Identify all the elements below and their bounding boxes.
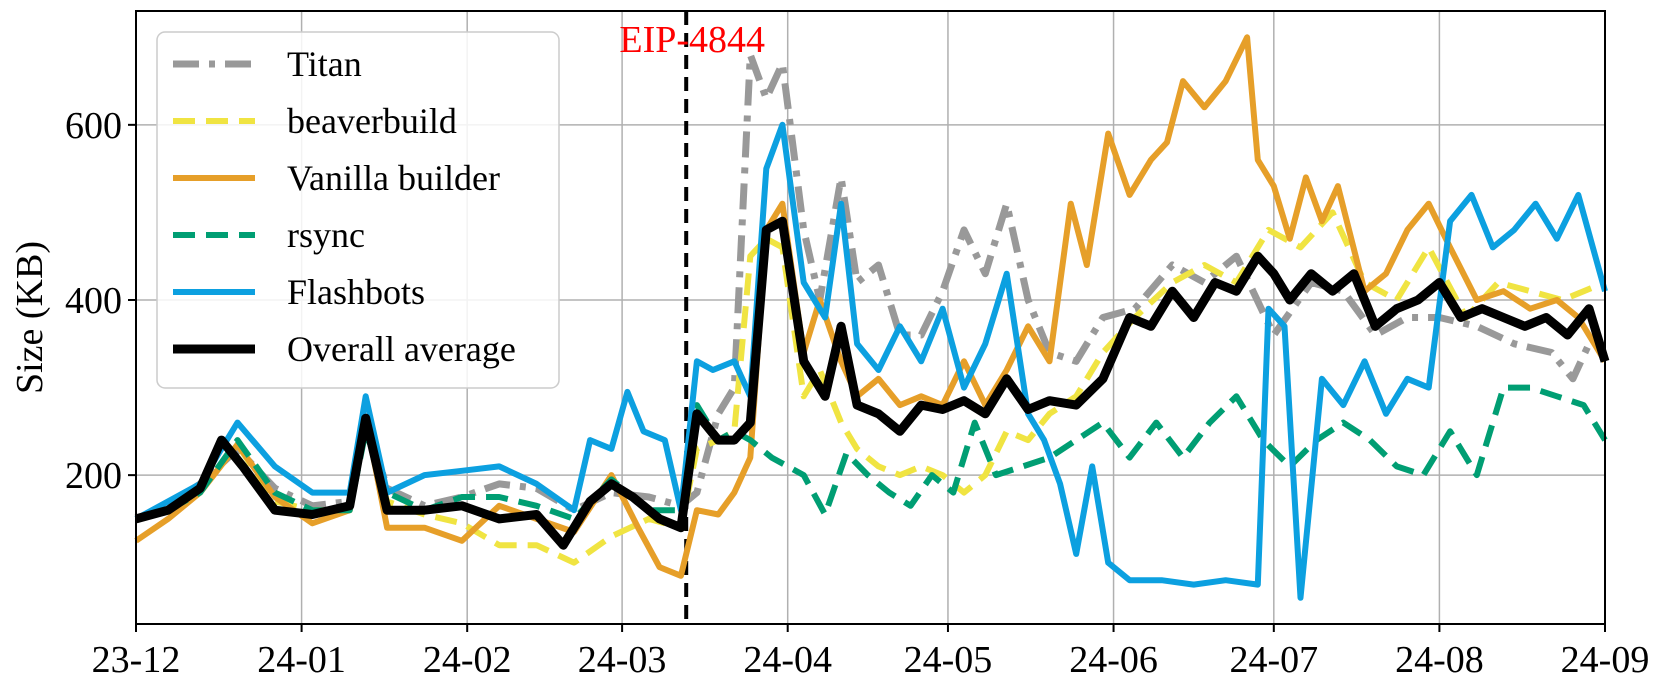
y-axis-label: Size (KB) [9, 241, 51, 394]
y-tick-label: 600 [65, 105, 122, 147]
legend-box [156, 31, 560, 389]
x-tick-label: 24-01 [257, 639, 346, 681]
x-tick-label: 24-03 [578, 639, 667, 681]
x-tick-label: 24-09 [1561, 639, 1650, 681]
series-line [134, 34, 1608, 579]
x-tick-label: 24-07 [1229, 639, 1318, 681]
plot-frame [135, 10, 1606, 625]
x-tick-label: 24-04 [743, 639, 832, 681]
legend-label: Flashbots [287, 272, 425, 312]
legend: Titan beaverbuild Vanilla builder rsync Flas… [156, 31, 560, 389]
eip-4844-label: EIP-4844 [619, 19, 765, 61]
x-axis-ticks: 23-12 24-01 24-02 24-03 24-04 24-05 24-06 24-07… [92, 624, 1650, 681]
x-tick-label: 24-05 [904, 639, 993, 681]
x-tick-label: 24-06 [1069, 639, 1158, 681]
series-line [134, 121, 1608, 601]
legend-label: rsync [287, 215, 365, 255]
series-line [134, 216, 1610, 550]
series-line [134, 51, 1606, 523]
y-tick-label: 400 [65, 280, 122, 322]
legend-label: beaverbuild [287, 101, 457, 141]
x-tick-label: 23-12 [92, 639, 181, 681]
series-lines [134, 34, 1610, 601]
y-tick-label: 200 [65, 455, 122, 497]
x-tick-label: 24-08 [1395, 639, 1484, 681]
x-tick-label: 24-02 [423, 639, 512, 681]
legend-label: Overall average [287, 329, 516, 369]
legend-label: Vanilla builder [287, 158, 500, 198]
legend-label: Titan [287, 44, 362, 84]
y-axis-ticks: 200 400 600 [65, 105, 136, 497]
